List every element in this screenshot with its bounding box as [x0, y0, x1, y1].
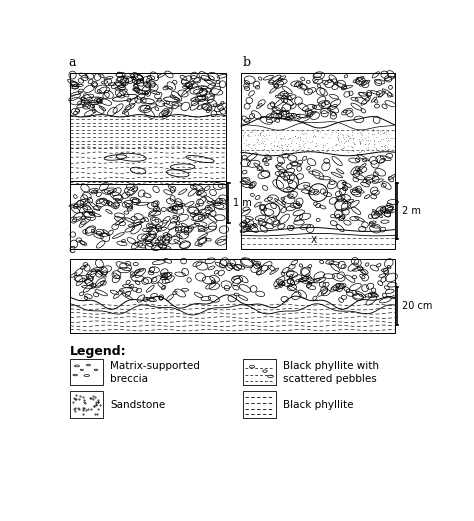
- Text: 1 m: 1 m: [233, 198, 251, 208]
- Text: Black phyllite with
scattered pebbles: Black phyllite with scattered pebbles: [283, 361, 379, 384]
- Bar: [70, 359, 103, 386]
- Bar: [243, 359, 276, 386]
- Text: Legend:: Legend:: [70, 345, 127, 358]
- Bar: [70, 72, 227, 249]
- Text: a: a: [68, 56, 76, 69]
- Bar: [243, 391, 276, 417]
- Text: Sandstone: Sandstone: [110, 400, 165, 410]
- Bar: [70, 391, 103, 417]
- Bar: [70, 259, 395, 333]
- Text: 20 cm: 20 cm: [401, 301, 432, 311]
- Text: Matrix-supported
breccia: Matrix-supported breccia: [110, 361, 200, 384]
- Text: 2 m: 2 m: [401, 206, 420, 216]
- Text: Black phyllite: Black phyllite: [283, 400, 353, 410]
- Text: X: X: [310, 235, 317, 245]
- Bar: [241, 72, 395, 249]
- Text: c: c: [68, 243, 75, 256]
- Text: b: b: [243, 56, 251, 69]
